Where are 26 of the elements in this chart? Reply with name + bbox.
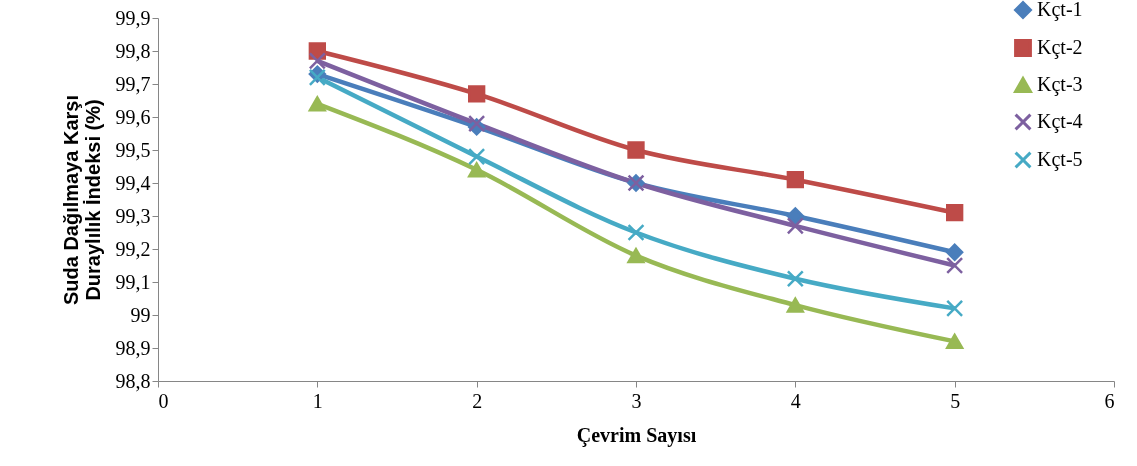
x-tick-label: 6: [1104, 389, 1115, 412]
y-tick-label: 99,2: [115, 237, 151, 260]
x-tick-label: 4: [790, 389, 801, 412]
x-axis-title: Çevrim Sayısı: [576, 423, 697, 447]
legend-label: Kçt-2: [1037, 36, 1083, 59]
legend-label: Kçt-4: [1037, 110, 1083, 133]
x-tick-label: 3: [631, 389, 642, 412]
x-tick-label: 1: [312, 389, 323, 412]
y-tick-label: 99,3: [115, 204, 151, 227]
y-tick-label: 98,9: [115, 336, 151, 359]
x-tick-label: 0: [158, 389, 169, 412]
y-tick-label: 99,7: [115, 72, 151, 95]
legend-label: Kçt-1: [1037, 0, 1083, 21]
y-tick-label: 99,6: [115, 105, 151, 128]
legend-label: Kçt-3: [1037, 73, 1083, 96]
y-tick-label: 99: [130, 303, 151, 326]
y-tick-label: 99,5: [115, 138, 151, 161]
legend-label: Kçt-5: [1037, 148, 1083, 171]
y-tick-label: 99,9: [115, 6, 151, 29]
x-tick-label: 5: [950, 389, 961, 412]
y-tick-label: 99,8: [115, 39, 151, 62]
y-tick-label: 98,8: [115, 369, 151, 392]
x-tick-label: 2: [472, 389, 483, 412]
y-axis-title: Suda Dağılmaya Karşı Duraylılık İndeksi (%): [59, 94, 104, 306]
y-tick-label: 99,4: [115, 171, 151, 194]
y-tick-label: 99,1: [115, 270, 151, 293]
